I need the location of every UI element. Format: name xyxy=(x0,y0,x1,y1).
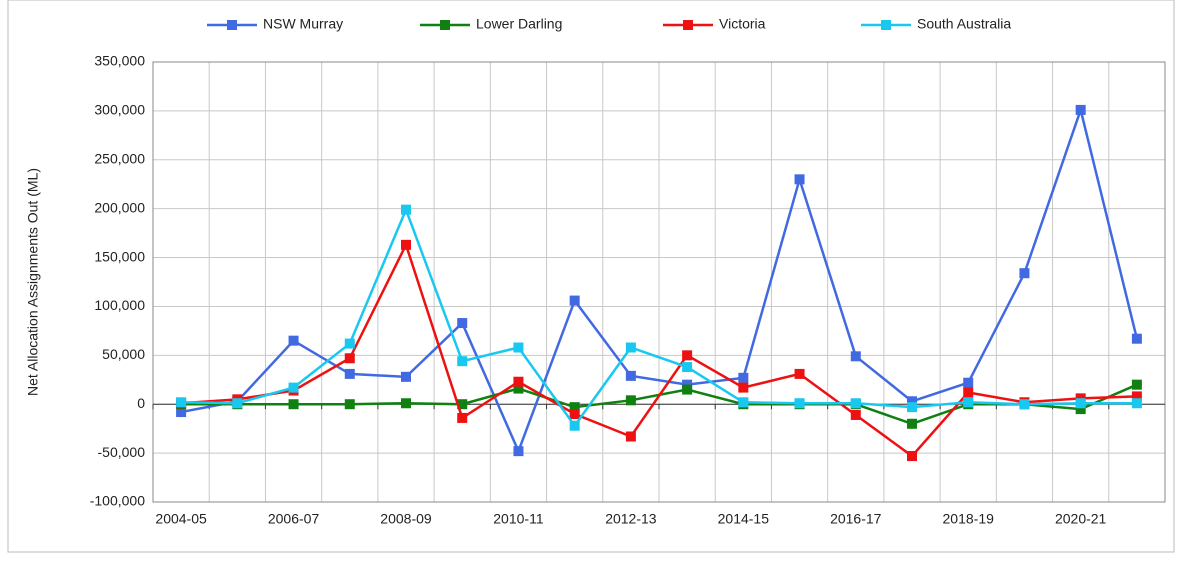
marker xyxy=(1131,391,1142,402)
marker xyxy=(963,387,974,398)
marker xyxy=(1019,268,1030,279)
marker xyxy=(738,397,749,408)
x-tick-label: 2004-05 xyxy=(155,511,207,527)
legend-label: Victoria xyxy=(719,16,766,32)
marker xyxy=(569,409,580,419)
marker xyxy=(850,351,861,362)
marker xyxy=(625,342,636,353)
series-line xyxy=(180,105,1139,455)
marker xyxy=(513,446,524,457)
marker xyxy=(457,356,468,367)
marker xyxy=(513,383,524,394)
x-tick-label: 2014-15 xyxy=(718,511,770,527)
marker xyxy=(232,398,243,409)
marker xyxy=(288,335,299,346)
marker xyxy=(625,431,636,442)
marker xyxy=(1131,333,1142,344)
marker xyxy=(1019,399,1030,410)
legend-label: Lower Darling xyxy=(476,16,562,32)
marker xyxy=(401,204,411,215)
x-tick-label: 2006-07 xyxy=(268,511,320,527)
y-tick-label: 300,000 xyxy=(94,102,145,118)
y-tick-label: 150,000 xyxy=(94,248,145,264)
marker xyxy=(288,399,299,410)
y-axis-label: Net Allocation Assignments Out (ML) xyxy=(25,168,41,396)
marker xyxy=(794,368,805,379)
marker xyxy=(1131,398,1142,409)
marker xyxy=(963,377,974,388)
series-line xyxy=(181,241,1137,458)
marker xyxy=(794,174,805,185)
marker xyxy=(457,399,468,410)
marker xyxy=(513,376,524,387)
marker xyxy=(794,398,805,409)
marker xyxy=(907,396,917,407)
legend-marker xyxy=(683,20,693,30)
marker xyxy=(1131,379,1142,390)
y-tick-label: 100,000 xyxy=(94,297,145,313)
marker xyxy=(457,318,468,329)
series-line xyxy=(181,206,1137,428)
marker xyxy=(1075,404,1086,415)
y-tick-label: 250,000 xyxy=(94,150,145,166)
x-tick-label: 2010-11 xyxy=(493,511,544,527)
marker xyxy=(176,397,187,408)
marker xyxy=(344,353,355,364)
legend-marker xyxy=(440,20,450,30)
marker xyxy=(344,338,355,349)
y-tick-label: 0 xyxy=(137,395,145,411)
marker xyxy=(1075,104,1086,115)
marker xyxy=(569,420,580,431)
x-tick-label: 2012-13 xyxy=(605,511,657,527)
marker xyxy=(850,409,861,420)
marker xyxy=(850,398,861,409)
x-tick-label: 2016-17 xyxy=(830,511,882,527)
marker xyxy=(907,402,917,413)
marker xyxy=(682,362,693,373)
legend-marker xyxy=(227,20,237,30)
marker xyxy=(344,399,355,410)
y-tick-label: -100,000 xyxy=(90,493,145,509)
y-tick-label: -50,000 xyxy=(98,444,146,460)
marker xyxy=(1075,398,1086,409)
marker xyxy=(625,395,636,406)
marker xyxy=(176,407,187,418)
chart-frame xyxy=(7,0,1175,553)
x-tick-label: 2018-19 xyxy=(943,511,995,527)
y-tick-label: 50,000 xyxy=(102,346,145,362)
x-tick-label: 2020-21 xyxy=(1055,511,1107,527)
marker xyxy=(401,371,411,382)
marker xyxy=(288,382,299,393)
marker xyxy=(457,412,468,423)
marker xyxy=(738,372,749,383)
legend-marker xyxy=(881,20,891,30)
marker xyxy=(513,342,524,353)
marker xyxy=(569,402,580,413)
marker xyxy=(907,451,917,462)
marker xyxy=(569,295,580,306)
marker xyxy=(401,398,411,409)
y-tick-label: 200,000 xyxy=(94,199,145,215)
marker xyxy=(682,350,693,361)
plot-border xyxy=(152,61,1166,503)
x-tick-label: 2008-09 xyxy=(380,511,432,527)
marker xyxy=(625,370,636,381)
legend-label: NSW Murray xyxy=(263,16,343,32)
marker xyxy=(401,239,411,250)
marker xyxy=(907,418,917,429)
legend-label: South Australia xyxy=(917,16,1011,32)
y-tick-label: 350,000 xyxy=(94,53,145,69)
marker xyxy=(682,384,693,395)
marker xyxy=(344,368,355,379)
marker xyxy=(963,397,974,408)
marker xyxy=(738,382,749,393)
